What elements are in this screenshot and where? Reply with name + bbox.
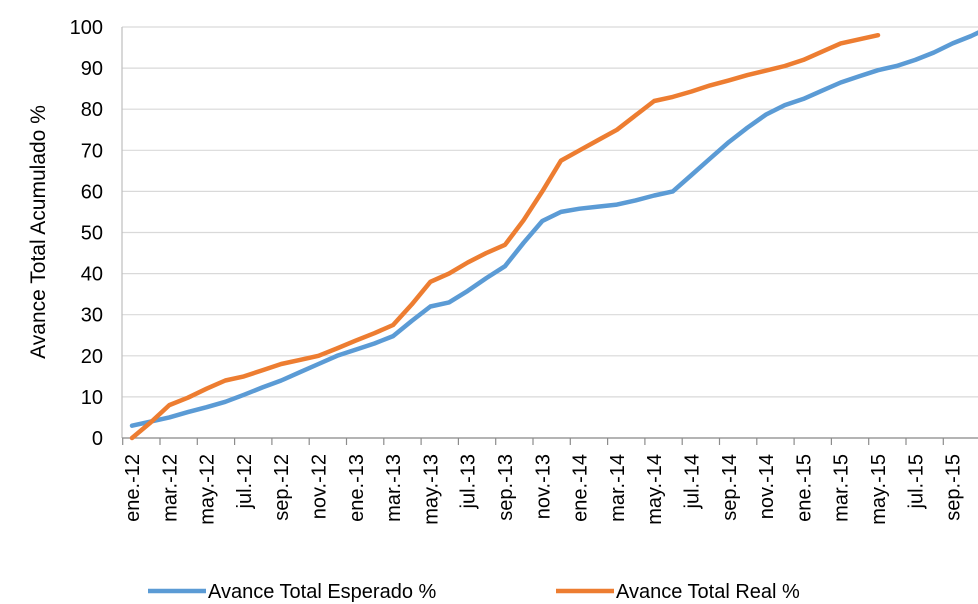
x-tick-label: sep.-15 <box>943 454 965 521</box>
x-tick-label: mar.-14 <box>607 454 629 522</box>
x-tick-label: jul.-15 <box>905 454 927 509</box>
x-tick-label: may.-15 <box>868 454 890 525</box>
y-tick-label: 90 <box>81 58 103 80</box>
y-tick-label: 40 <box>81 264 103 286</box>
y-tick-label: 50 <box>81 223 103 245</box>
y-tick-label: 10 <box>81 387 103 409</box>
x-tick-label: ene.-14 <box>570 454 592 522</box>
x-tick-label: ene.-13 <box>346 454 368 522</box>
x-axis-ticks: ene.-12 mar.-12 may.-12 jul.-12 sep.-12 nov.-… <box>122 454 965 525</box>
series-line <box>129 32 881 441</box>
x-tick-label: mar.-15 <box>831 454 853 522</box>
legend: Avance Total Esperado % Avance Total Real… <box>148 581 800 603</box>
x-tick-label: ene.-12 <box>122 454 144 522</box>
gridlines <box>122 26 978 439</box>
x-tick-label: mar.-13 <box>383 454 405 522</box>
x-axis <box>121 27 978 445</box>
y-axis-ticks: 0 10 20 30 40 50 60 70 80 90 100 <box>70 17 103 450</box>
y-tick-label: 20 <box>81 346 103 368</box>
legend-label: Avance Total Esperado % <box>208 581 437 603</box>
legend-label: Avance Total Real % <box>616 581 800 603</box>
y-tick-label: 100 <box>70 17 103 39</box>
x-tick-label: may.-13 <box>420 454 442 525</box>
y-tick-label: 70 <box>81 140 103 162</box>
x-tick-label: nov.-14 <box>756 454 778 519</box>
legend-item: Avance Total Real % <box>556 581 800 603</box>
x-tick-label: jul.-14 <box>682 454 704 509</box>
y-tick-label: 30 <box>81 305 103 327</box>
x-tick-label: sep.-13 <box>495 454 517 521</box>
x-tick-label: mar.-12 <box>159 454 181 522</box>
series-lines <box>129 30 978 441</box>
x-tick-label: may.-12 <box>197 454 219 525</box>
x-tick-label: nov.-13 <box>532 454 554 519</box>
x-tick-label: nov.-12 <box>309 454 331 519</box>
x-tick-label: ene.-15 <box>793 454 815 522</box>
x-tick-label: jul.-13 <box>458 454 480 509</box>
series-line <box>129 30 978 428</box>
y-tick-label: 80 <box>81 99 103 121</box>
x-tick-label: may.-14 <box>644 454 666 525</box>
legend-item: Avance Total Esperado % <box>148 581 437 603</box>
y-tick-label: 0 <box>92 428 103 450</box>
x-tick-label: sep.-12 <box>271 454 293 521</box>
x-tick-label: sep.-14 <box>719 454 741 521</box>
x-tick-label: jul.-12 <box>234 454 256 509</box>
y-tick-label: 60 <box>81 181 103 203</box>
y-axis-title: Avance Total Acumulado % <box>27 105 50 359</box>
